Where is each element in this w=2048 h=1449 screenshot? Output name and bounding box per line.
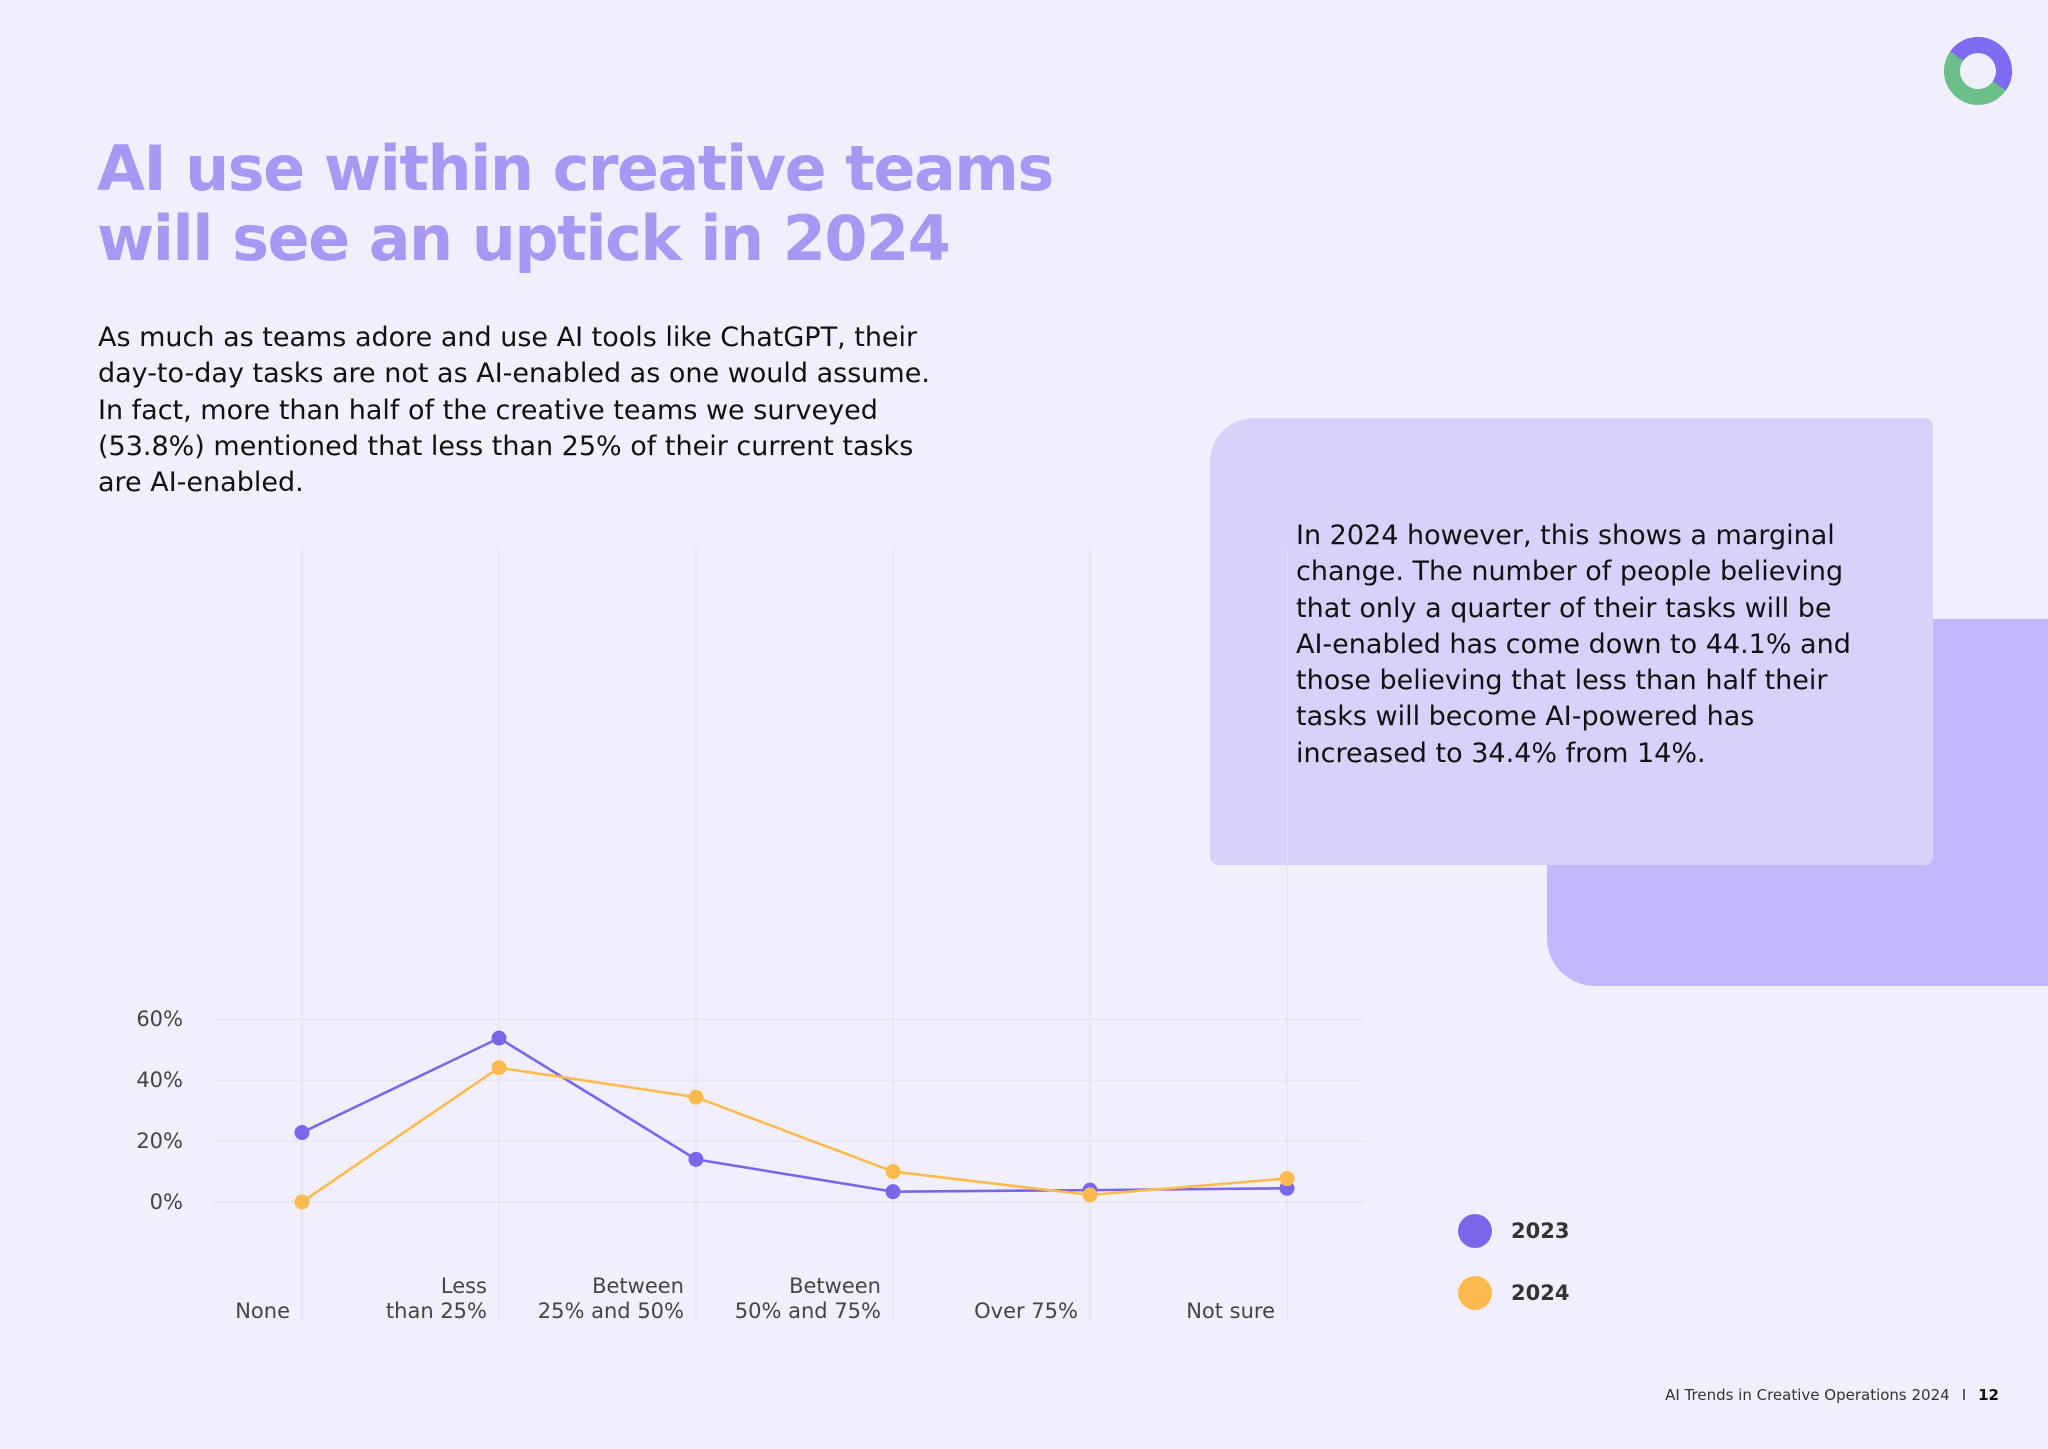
intro-line: In fact, more than half of the creative … [98, 394, 878, 426]
page-footer: AI Trends in Creative Operations 2024 I 12 [1665, 1385, 1999, 1405]
intro-paragraph: As much as teams adore and use AI tools … [98, 320, 998, 501]
data-point-2024 [688, 1089, 704, 1105]
callout-line: change. The number of people believing [1296, 556, 1844, 588]
data-point-2023 [491, 1030, 507, 1046]
footer-separator: I [1961, 1386, 1967, 1404]
page-title: AI use within creative teams will see an… [97, 134, 1097, 274]
legend-swatch [1458, 1276, 1492, 1310]
x-tick-label: None [235, 1299, 290, 1323]
legend-label: 2023 [1511, 1219, 1570, 1243]
y-tick-label: 40% [136, 1068, 183, 1092]
legend-item-2024: 2024 [1458, 1276, 1658, 1310]
series-line-2024 [301, 1066, 1288, 1204]
callout-line: AI-enabled has come down to 44.1% and [1296, 628, 1851, 660]
legend-item-2023: 2023 [1458, 1214, 1658, 1248]
data-point-2024 [885, 1164, 901, 1180]
ring-logo-icon [1944, 37, 2012, 105]
title-line: AI use within creative teams [97, 132, 1054, 205]
x-tick-label: Over 75% [974, 1299, 1078, 1323]
legend-label: 2024 [1511, 1281, 1570, 1305]
data-point-2024 [491, 1060, 507, 1076]
data-point-2023 [294, 1125, 310, 1141]
x-tick-label: Between [592, 1274, 684, 1298]
callout-text: In 2024 however, this shows a marginal c… [1296, 518, 1916, 772]
callout-line: those believing that less than half thei… [1296, 665, 1828, 697]
legend-swatch [1458, 1214, 1492, 1248]
intro-line: are AI-enabled. [98, 467, 304, 499]
chart-legend: 2023 2024 [1458, 1214, 1658, 1338]
footer-text: AI Trends in Creative Operations 2024 [1665, 1386, 1950, 1404]
x-tick-label: than 25% [386, 1299, 487, 1323]
x-tick-label: Less [441, 1274, 487, 1298]
intro-line: (53.8%) mentioned that less than 25% of … [98, 430, 914, 462]
y-tick-label: 0% [150, 1190, 183, 1214]
x-tick-label: Not sure [1186, 1299, 1275, 1323]
data-point-2024 [1082, 1187, 1098, 1203]
title-line: will see an uptick in 2024 [97, 202, 951, 275]
data-point-2023 [688, 1151, 704, 1167]
data-point-2023 [885, 1184, 901, 1200]
y-tick-label: 60% [136, 1007, 183, 1031]
x-tick-label: 25% and 50% [538, 1299, 684, 1323]
callout-line: increased to 34.4% from 14%. [1296, 737, 1706, 769]
x-tick-label: Between [789, 1274, 881, 1298]
data-point-2024 [1279, 1171, 1295, 1187]
intro-line: As much as teams adore and use AI tools … [98, 322, 918, 353]
intro-line: day-to-day tasks are not as AI-enabled a… [98, 358, 930, 390]
series-line-2023 [301, 1036, 1288, 1193]
callout-line: that only a quarter of their tasks will … [1296, 592, 1832, 624]
x-tick-label: 50% and 75% [735, 1299, 881, 1323]
page-number: 12 [1978, 1386, 1999, 1404]
callout-line: In 2024 however, this shows a marginal [1296, 520, 1835, 551]
callout-box: In 2024 however, this shows a marginal c… [1210, 418, 1933, 865]
y-tick-label: 20% [136, 1129, 183, 1153]
data-point-2024 [294, 1194, 310, 1210]
callout-line: tasks will become AI-powered has [1296, 701, 1755, 733]
